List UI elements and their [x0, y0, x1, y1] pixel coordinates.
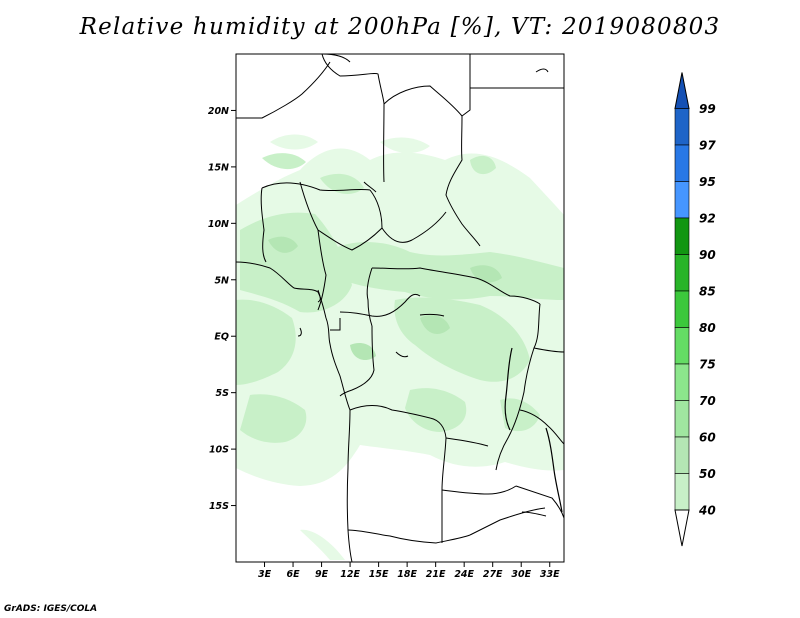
map-plot-area	[236, 54, 564, 562]
lon-tick-label: 9E	[315, 569, 329, 580]
lon-tick-label: 27E	[483, 569, 503, 580]
colorbar-swatch	[674, 181, 690, 219]
colorbar-level-label: 75	[699, 358, 716, 372]
colorbar-level-label: 97	[699, 139, 716, 153]
colorbar-swatch	[674, 144, 690, 182]
lon-tick-label: 12E	[340, 569, 360, 580]
lon-tick-label: 30E	[511, 569, 531, 580]
colorbar-level-label: 80	[699, 321, 716, 335]
lon-tick-label: 24E	[454, 569, 474, 580]
page-title: Relative humidity at 200hPa [%], VT: 201…	[79, 14, 721, 40]
colorbar-swatch	[674, 473, 690, 511]
lon-tick-label: 21E	[426, 569, 446, 580]
grads-credit: GrADS: IGES/COLA	[4, 604, 98, 614]
colorbar-level-label: 60	[699, 431, 716, 445]
lat-tick-label: 5N	[214, 275, 229, 286]
colorbar-level-label: 50	[699, 467, 716, 481]
colorbar-top-arrow	[674, 72, 690, 109]
colorbar-swatch	[674, 254, 690, 292]
lat-tick-label: 10N	[208, 219, 229, 230]
map-frame	[235, 53, 565, 563]
humidity-60-70-region	[268, 236, 502, 361]
colorbar-level-label: 70	[699, 394, 716, 408]
colorbar-bottom-arrow	[674, 509, 690, 547]
lon-tick-label: 3E	[258, 569, 272, 580]
colorbar-swatch	[674, 363, 690, 401]
lat-tick-label: 15S	[209, 501, 229, 512]
colorbar-swatch	[674, 400, 690, 438]
lat-tick-label: 5S	[216, 388, 230, 399]
colorbar-legend: 99 97 95 92 90 85 80 75 70 60 50 40	[674, 72, 716, 547]
lat-tick-label: 10S	[209, 445, 229, 456]
colorbar-swatch	[674, 217, 690, 255]
colorbar-swatch	[674, 327, 690, 365]
lon-tick-label: 15E	[369, 569, 389, 580]
colorbar-swatch	[674, 108, 690, 146]
lon-tick-label: 6E	[286, 569, 300, 580]
lat-tick-label: EQ	[214, 332, 229, 343]
colorbar-level-label: 95	[699, 175, 716, 189]
lat-tick-label: 15N	[208, 162, 229, 173]
lon-tick-label: 33E	[540, 569, 560, 580]
colorbar-level-label: 85	[699, 285, 716, 299]
colorbar-level-label: 99	[699, 102, 716, 116]
lon-tick-label: 18E	[397, 569, 417, 580]
colorbar-level-label: 90	[699, 248, 716, 262]
latitude-axis: 20N 15N 10N 5N EQ 5S 10S 15S	[208, 106, 236, 512]
colorbar-swatch	[674, 290, 690, 328]
longitude-axis: 3E 6E 9E 12E 15E 18E 21E 24E 27E 30E 33E	[258, 562, 560, 580]
colorbar-level-label: 40	[698, 504, 716, 518]
colorbar-level-label: 92	[699, 212, 716, 226]
colorbar-swatch	[674, 436, 690, 474]
lat-tick-label: 20N	[208, 106, 229, 117]
